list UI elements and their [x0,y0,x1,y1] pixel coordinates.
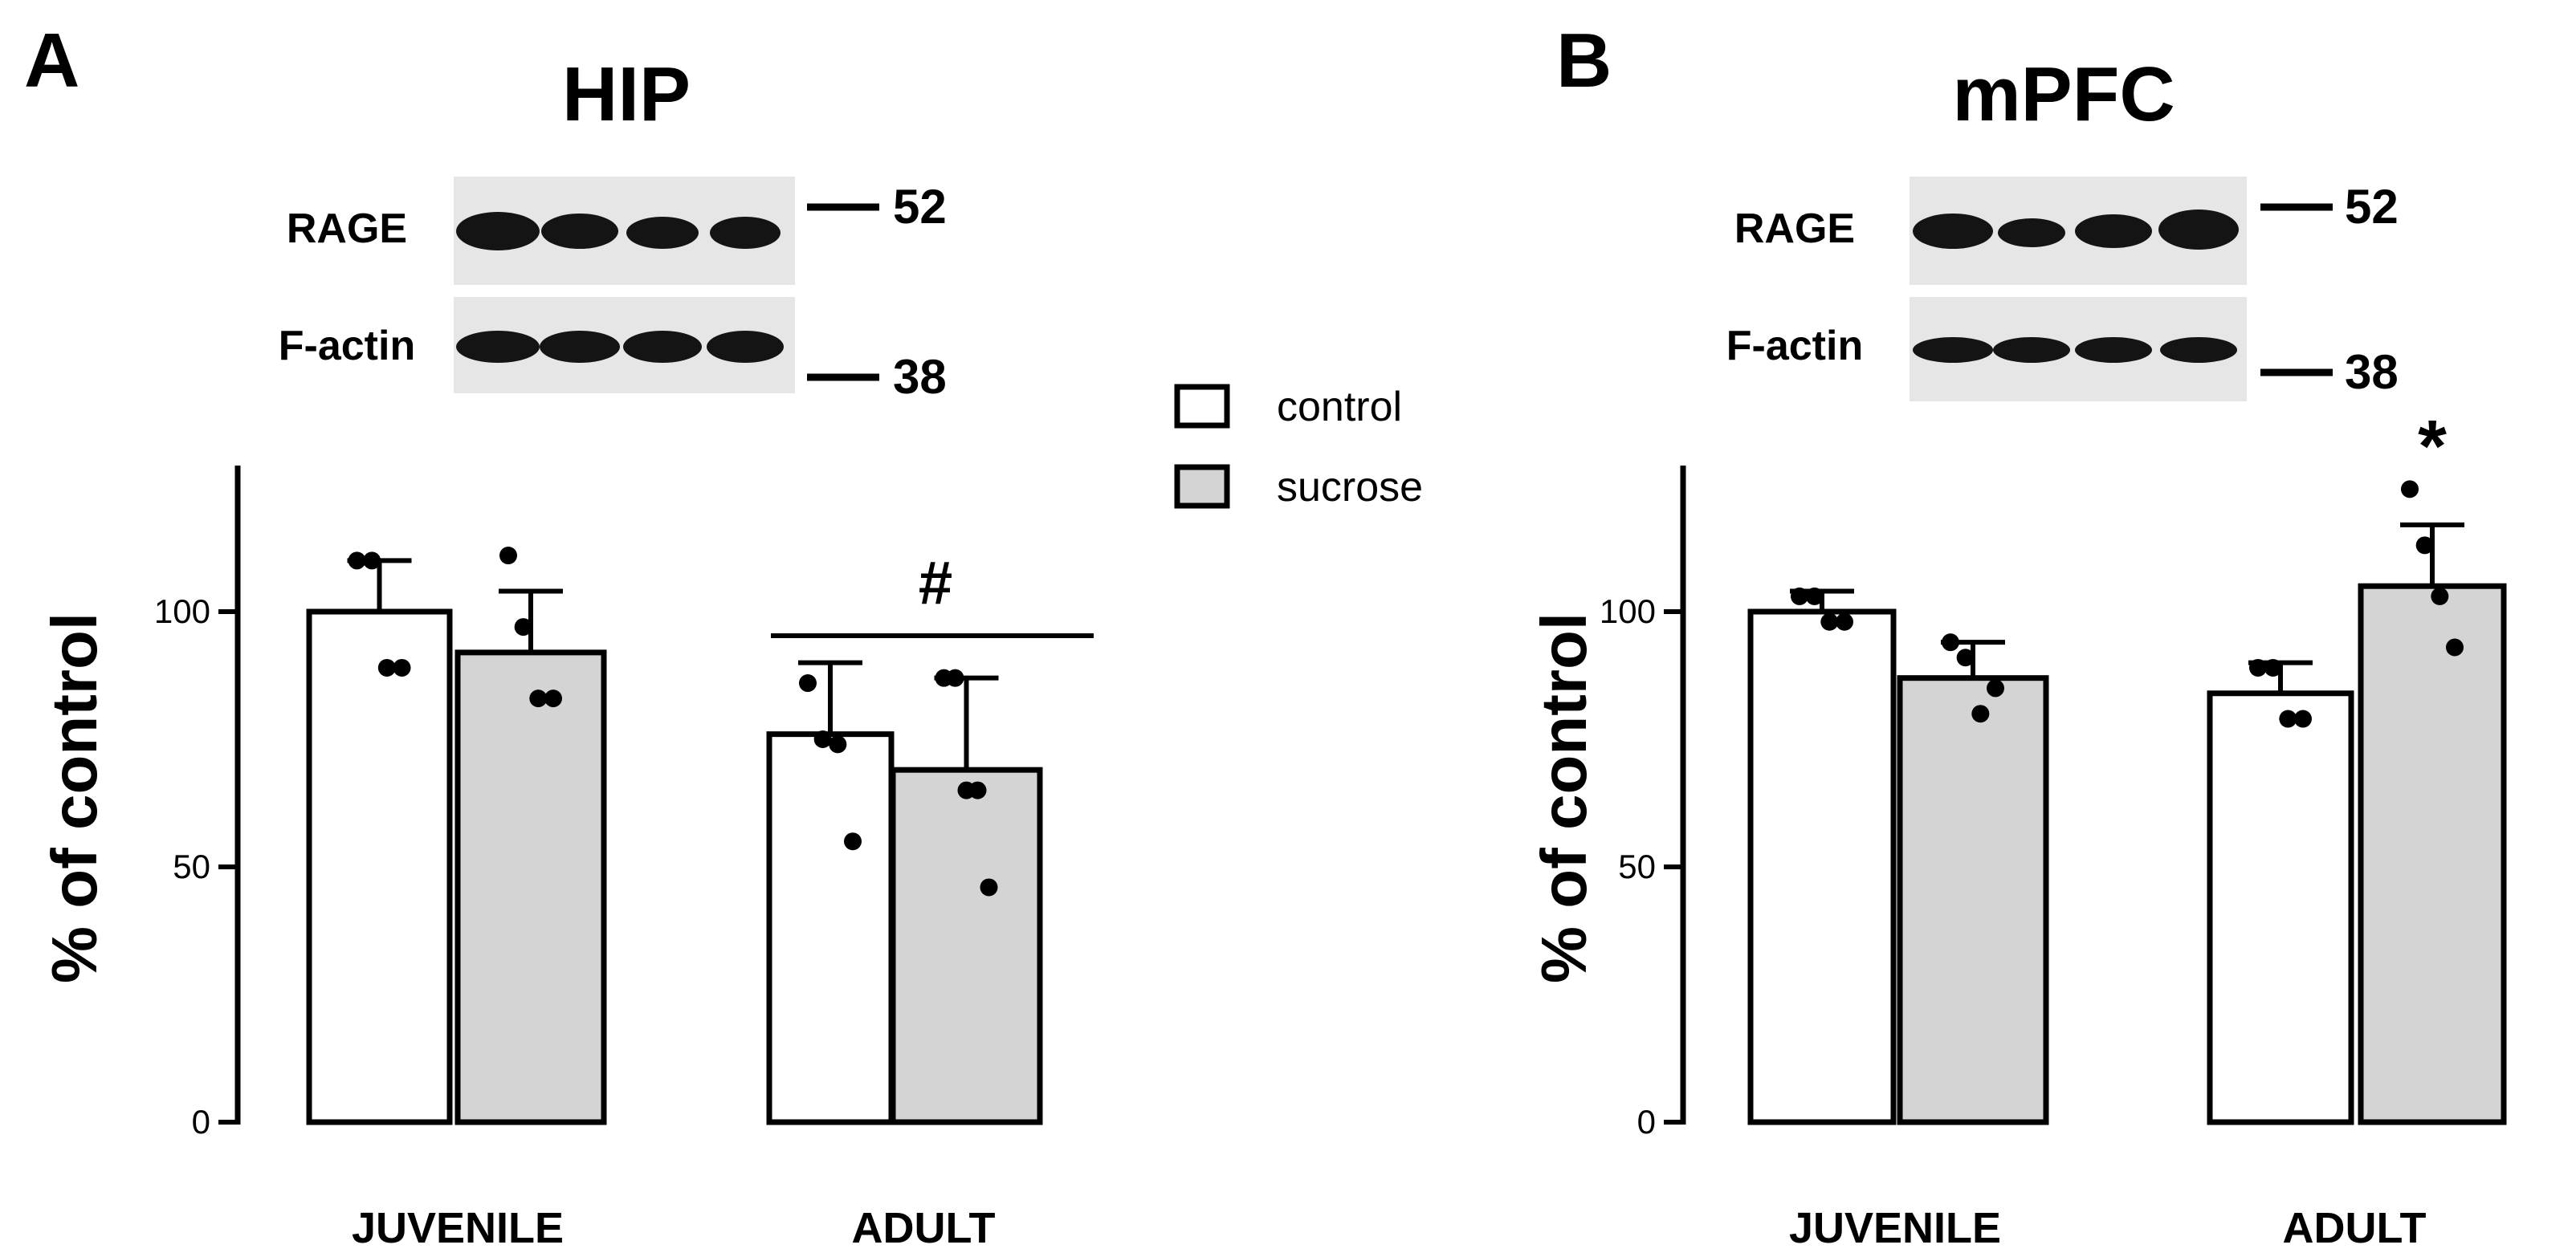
chart-a: % of control 0 50 100 JUVENILE ADULT # [39,466,1094,1252]
chart-b-point-adult-control-3 [2294,710,2312,728]
chart-b-point-adult-control-0 [2249,658,2267,677]
chart-b-points [1791,480,2464,728]
chart-b-bar-adult-control [2207,690,2354,1125]
chart-b-point-juvenile-control-2 [1820,612,1839,631]
chart-a-ytick-label-50: 50 [173,848,210,885]
blot-a-factin-bands [456,331,784,363]
chart-b-bar-juvenile-sucrose [1897,675,2049,1125]
chart-a-point-adult-sucrose-4 [980,878,998,897]
chart-b-point-juvenile-control-3 [1836,612,1853,631]
chart-a-point-juvenile-sucrose-1 [514,618,532,637]
chart-b-point-juvenile-sucrose-0 [1942,633,1959,652]
blot-a-marker-38: 38 [893,350,947,404]
chart-a-ytick-label-0: 0 [192,1103,210,1141]
panel-a-title: HIP [562,51,691,137]
chart-b: % of control 0 50 100 JUVENILE ADULT * [1528,405,2507,1252]
chart-a-bar-adult-sucrose [890,767,1043,1125]
chart-a-point-adult-control-3 [844,832,862,851]
chart-b-point-adult-sucrose-2 [2431,587,2449,605]
panel-b-title: mPFC [1952,51,2175,137]
blot-b-marker-38: 38 [2345,345,2399,399]
blot-a-label-factin: F-actin [279,323,415,369]
chart-a-point-juvenile-control-0 [348,551,366,570]
chart-a-point-adult-control-1 [813,730,832,748]
legend: control sucrose [1174,384,1423,511]
chart-a-point-juvenile-control-3 [393,658,411,677]
blot-a-label-rage: RAGE [287,205,407,252]
blot-a-marker-52: 52 [893,180,947,234]
blot-b-rage-bands [1913,210,2239,250]
legend-control-label: control [1277,384,1402,430]
chart-b-ytick-label-50: 50 [1618,848,1656,885]
chart-b-point-juvenile-control-1 [1805,587,1824,605]
chart-b-point-juvenile-sucrose-1 [1956,649,1975,667]
panel-b: B mPFC RAGE F-actin 52 38 [1528,18,2507,1252]
chart-a-ylabel: % of control [39,612,110,983]
blot-b-label-factin: F-actin [1726,323,1863,369]
chart-b-point-adult-sucrose-3 [2446,638,2464,657]
legend-sucrose-label: sucrose [1277,464,1423,511]
chart-a-bar-juvenile-control [306,608,453,1125]
chart-a-xcat-juvenile: JUVENILE [352,1204,564,1252]
chart-b-point-juvenile-control-0 [1791,587,1808,605]
chart-a-ytick-label-100: 100 [154,592,210,630]
chart-a-y-ticks: 0 50 100 [154,592,238,1141]
chart-b-point-adult-control-2 [2279,710,2297,728]
chart-a-point-adult-control-0 [799,674,817,693]
blot-b-factin-bands [1913,337,2237,363]
chart-b-point-adult-sucrose-1 [2415,536,2434,555]
chart-b-point-adult-control-1 [2264,658,2282,677]
chart-b-point-juvenile-sucrose-2 [1971,705,1990,723]
panel-letter-b: B [1556,18,1612,104]
blot-b-label-rage: RAGE [1734,205,1855,252]
legend-sucrose-swatch [1174,464,1230,509]
chart-b-bar-juvenile-control [1747,608,1897,1125]
chart-a-xcat-adult: ADULT [852,1204,996,1252]
chart-a-point-adult-sucrose-3 [968,781,987,799]
chart-b-point-adult-sucrose-0 [2401,480,2419,498]
chart-a-point-juvenile-sucrose-2 [529,690,548,708]
chart-b-bar-adult-sucrose [2358,583,2507,1125]
chart-b-bars [1747,583,2507,1125]
chart-a-bar-adult-control [766,731,895,1125]
chart-a-bars [306,608,1043,1125]
chart-a-point-juvenile-control-1 [363,551,381,570]
chart-a-point-juvenile-control-2 [377,658,396,677]
chart-a-point-juvenile-sucrose-3 [544,690,562,708]
chart-a-point-juvenile-sucrose-0 [499,547,517,565]
legend-control-swatch [1174,384,1230,429]
chart-b-xcat-adult: ADULT [2283,1204,2427,1252]
chart-b-star-annotation: * [2418,405,2447,487]
chart-a-point-adult-control-2 [829,735,847,754]
chart-a-points [348,547,998,897]
blot-a: RAGE F-actin 52 38 [279,177,947,404]
chart-b-ytick-label-100: 100 [1600,592,1656,630]
blot-a-rage-bands [456,212,781,250]
chart-b-y-ticks: 0 50 100 [1600,592,1683,1141]
panel-letter-a: A [24,18,79,104]
chart-b-ylabel: % of control [1528,612,1600,983]
chart-a-point-adult-sucrose-1 [946,669,964,687]
chart-b-point-juvenile-sucrose-3 [1987,679,2004,698]
blot-b-marker-52: 52 [2345,180,2399,234]
blot-b: RAGE F-actin 52 38 [1726,177,2399,401]
panel-a: A HIP RAGE F-actin 52 38 [24,18,1094,1252]
chart-a-hash-annotation: # [919,549,952,617]
chart-a-bar-juvenile-sucrose [454,649,607,1125]
chart-b-xcat-juvenile: JUVENILE [1789,1204,2001,1252]
chart-b-ytick-label-0: 0 [1637,1103,1656,1141]
